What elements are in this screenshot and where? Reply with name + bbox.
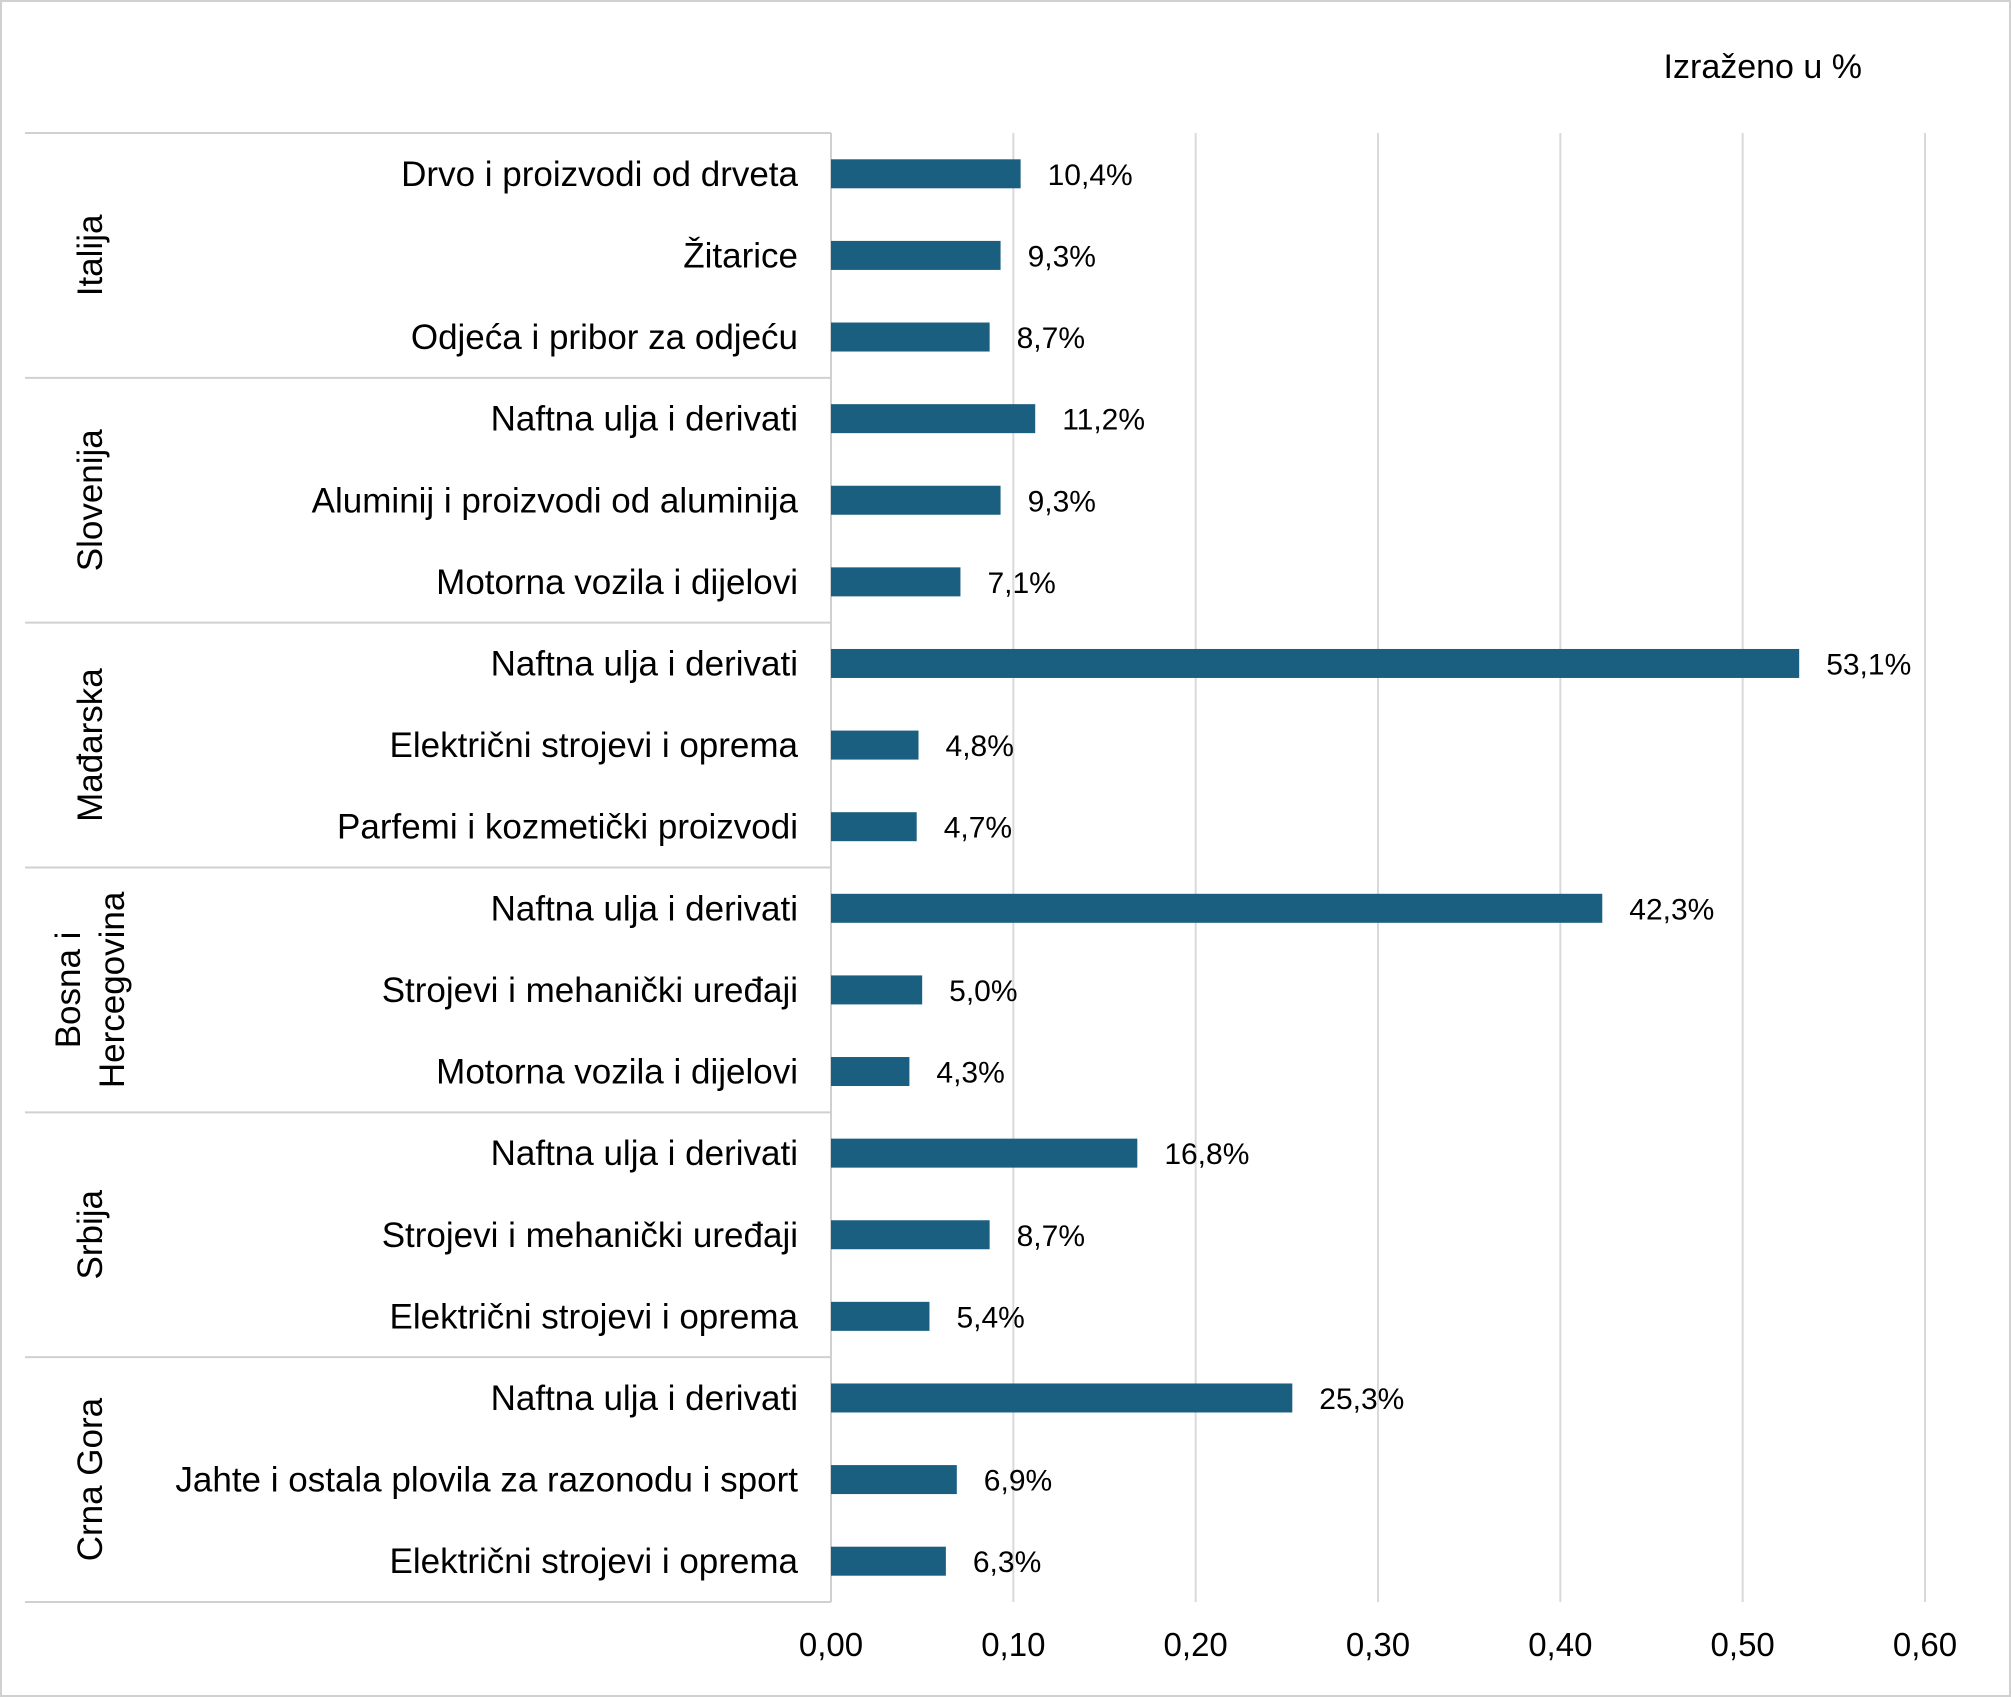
bar [831,812,917,842]
bar [831,648,1800,678]
x-axis-tick-labels: 0,00 0,10 0,20 0,30 0,40 0,50 0,60 [799,1626,1957,1663]
data-label: 53,1% [1826,648,1911,681]
data-label: 4,3% [936,1057,1004,1090]
group-label: Crna Gora [71,1397,110,1561]
unit-note: Izraženo u % [1664,48,1862,86]
category-labels: Drvo i proizvodi od drveta Žitarice Odjeća… [175,155,798,1581]
data-label: 25,3% [1319,1383,1404,1416]
data-label: 5,4% [956,1301,1024,1334]
bar [831,1546,946,1576]
bar [831,1138,1138,1168]
category-label: Strojevi i mehanički uređaji [382,971,798,1010]
bar [831,159,1021,189]
category-label: Naftna ulja i derivati [491,644,798,683]
data-label: 6,9% [984,1465,1052,1498]
data-label: 4,7% [944,812,1012,845]
x-tick-label: 0,50 [1711,1626,1775,1663]
data-label: 9,3% [1028,485,1096,518]
data-label: 16,8% [1164,1138,1249,1171]
category-label: Strojevi i mehanički uređaji [382,1216,798,1255]
gridlines [830,133,1926,1602]
bar [831,1383,1293,1413]
bar [831,1301,930,1331]
group-label: Italija [71,214,110,296]
category-label: Električni strojevi i oprema [390,1542,799,1581]
category-label: Električni strojevi i oprema [390,1297,799,1336]
data-label: 11,2% [1062,404,1145,437]
x-tick-label: 0,20 [1164,1626,1228,1663]
category-label: Električni strojevi i oprema [390,726,799,765]
x-tick-label: 0,60 [1893,1626,1957,1663]
category-label: Jahte i ostala plovila za razonodu i spo… [175,1461,798,1500]
category-label: Motorna vozila i dijelovi [436,563,798,602]
value-labels: 10,4% 9,3% 8,7% 11,2% 9,3% 7,1% 53,1% 4,8% 4,7% 4… [936,159,1911,1579]
category-label: Žitarice [683,236,798,275]
bar [831,240,1001,270]
group-label: Srbija [71,1189,110,1279]
x-tick-label: 0,40 [1528,1626,1592,1663]
data-label: 6,3% [973,1546,1041,1579]
data-label: 7,1% [987,567,1055,600]
group-label-line: Mađarska [71,668,110,822]
group-label-line: Slovenija [71,429,110,572]
data-label: 8,7% [1017,1220,1085,1253]
group-label-line: Italija [71,214,110,296]
category-label: Naftna ulja i derivati [491,1379,798,1418]
bar [831,1057,910,1087]
bar [831,975,923,1005]
group-label-line: Srbija [71,1189,110,1279]
group-label-line: Crna Gora [71,1397,110,1561]
category-label: Naftna ulja i derivati [491,400,798,439]
category-label: Naftna ulja i derivati [491,889,798,928]
group-label: Mađarska [71,668,110,822]
category-label: Parfemi i kozmetički proizvodi [337,808,798,847]
bar [831,1220,990,1250]
data-label: 5,0% [949,975,1017,1008]
group-separators [25,132,832,1603]
group-labels: Italija Slovenija Mađarska Bosna i Hercegovi… [49,214,132,1561]
data-label: 4,8% [946,730,1014,763]
data-label: 8,7% [1017,322,1085,355]
data-label: 9,3% [1028,240,1096,273]
bar [831,322,990,352]
bar [831,485,1001,515]
bar [831,893,1603,923]
bar [831,730,919,760]
bar [831,567,961,597]
group-label: Bosna i Hercegovina [49,891,132,1088]
category-label: Aluminij i proizvodi od aluminija [312,481,799,520]
category-label: Drvo i proizvodi od drveta [401,155,798,194]
x-tick-label: 0,10 [981,1626,1045,1663]
category-label: Odjeća i pribor za odjeću [411,318,798,357]
data-label: 42,3% [1629,893,1714,926]
bar [831,1465,957,1495]
group-label: Slovenija [71,429,110,572]
x-tick-label: 0,30 [1346,1626,1410,1663]
bars [831,159,1800,1576]
bar [831,404,1036,434]
x-tick-label: 0,00 [799,1626,863,1663]
category-label: Motorna vozila i dijelovi [436,1053,798,1092]
group-label-line: Bosna i [49,932,88,1049]
data-label: 10,4% [1048,159,1133,192]
group-label-line: Hercegovina [93,891,132,1088]
category-label: Naftna ulja i derivati [491,1134,798,1173]
